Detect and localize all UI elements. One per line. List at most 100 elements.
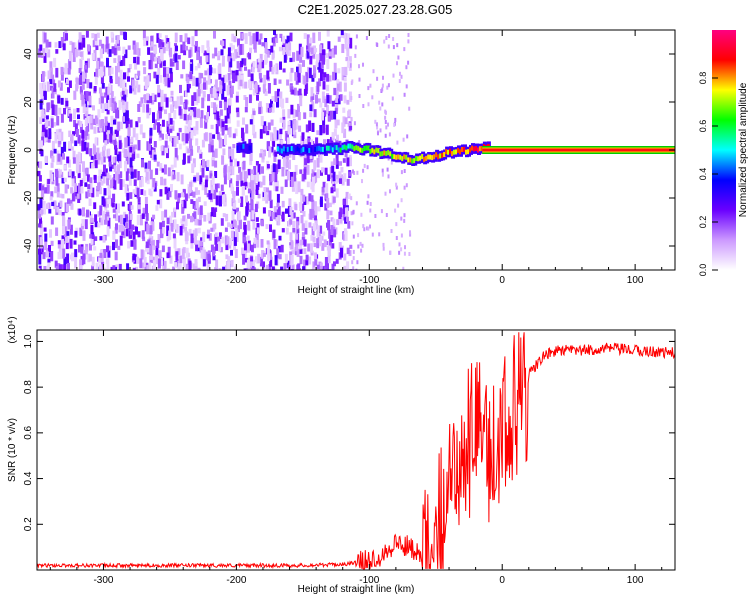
heatmap-noise-cell [98, 257, 102, 264]
heatmap-noise-cell [52, 79, 56, 85]
heatmap-noise-cell [362, 62, 364, 67]
heatmap-noise-cell [60, 171, 64, 178]
heatmap-noise-cell [40, 228, 43, 238]
heatmap-noise-cell [271, 133, 275, 144]
heatmap-noise-cell [301, 173, 305, 182]
heatmap-signal-cell [300, 148, 304, 154]
heatmap-noise-cell [93, 49, 97, 61]
heatmap-noise-cell [59, 200, 63, 208]
heatmap-noise-cell [302, 194, 306, 202]
heatmap-noise-cell [190, 199, 194, 204]
heatmap-noise-cell [377, 131, 379, 136]
heatmap-noise-cell [214, 232, 218, 237]
heatmap-noise-cell [318, 31, 321, 41]
heatmap-noise-cell [365, 36, 368, 40]
heatmap-noise-cell [346, 247, 350, 255]
heatmap-signal-cell [383, 150, 387, 156]
heatmap-noise-cell [381, 83, 384, 88]
x-tick-label: -100 [359, 575, 379, 586]
heatmap-signal-cell [423, 156, 427, 162]
heatmap-noise-cell [341, 70, 345, 81]
heatmap-noise-cell [306, 181, 310, 188]
heatmap-noise-cell [81, 219, 85, 226]
heatmap-noise-cell [50, 150, 54, 159]
heatmap-signal-cell [475, 146, 478, 151]
heatmap-noise-cell [38, 175, 42, 182]
heatmap-noise-cell [335, 99, 339, 111]
heatmap-noise-cell [114, 147, 118, 156]
heatmap-noise-cell [207, 94, 211, 102]
heatmap-noise-cell [214, 79, 218, 88]
heatmap-noise-cell [351, 79, 354, 84]
heatmap-signal-cell [327, 145, 331, 151]
heatmap-signal-cell [357, 146, 361, 152]
heatmap-noise-cell [269, 174, 273, 183]
heatmap-noise-cell [328, 75, 332, 82]
heatmap-noise-cell [405, 183, 408, 188]
heatmap-noise-cell [156, 33, 160, 43]
heatmap-noise-cell [271, 266, 275, 270]
heatmap-noise-cell [185, 133, 189, 144]
heatmap-noise-cell [151, 93, 155, 101]
spectrogram-x-label: Height of straight line (km) [298, 285, 415, 296]
heatmap-noise-cell [123, 218, 127, 227]
heatmap-noise-cell [344, 66, 348, 76]
heatmap-noise-cell [78, 164, 81, 173]
heatmap-noise-cell [299, 255, 303, 265]
heatmap-signal-cell [373, 149, 377, 155]
heatmap-noise-cell [122, 80, 126, 89]
heatmap-noise-cell [206, 159, 210, 168]
heatmap-noise-cell [333, 261, 336, 267]
heatmap-noise-cell [263, 74, 267, 86]
heatmap-noise-cell [149, 225, 153, 235]
heatmap-noise-cell [190, 215, 193, 223]
heatmap-noise-cell [94, 236, 98, 241]
heatmap-noise-cell [233, 158, 237, 167]
heatmap-noise-cell [217, 117, 221, 127]
heatmap-noise-cell [67, 198, 70, 204]
heatmap-noise-cell [345, 208, 348, 217]
heatmap-signal-cell [240, 145, 244, 151]
heatmap-noise-cell [299, 248, 303, 254]
heatmap-noise-cell [62, 215, 65, 226]
heatmap-noise-cell [105, 36, 109, 46]
heatmap-noise-cell [236, 91, 239, 97]
heatmap-noise-cell [237, 72, 241, 80]
heatmap-noise-cell [199, 246, 203, 253]
heatmap-noise-cell [330, 217, 334, 222]
heatmap-noise-cell [84, 182, 88, 187]
heatmap-noise-cell [344, 230, 348, 242]
heatmap-noise-cell [308, 43, 312, 53]
heatmap-noise-cell [346, 60, 350, 68]
heatmap-noise-cell [130, 171, 134, 179]
heatmap-noise-cell [166, 38, 170, 45]
heatmap-noise-cell [130, 240, 134, 247]
spectrogram-x-ticks: -300 -200 -100 0 100 [49, 30, 663, 286]
heatmap-noise-cell [160, 89, 164, 97]
heatmap-noise-cell [326, 84, 330, 92]
heatmap-noise-cell [76, 193, 80, 199]
heatmap-noise-cell [115, 73, 119, 85]
heatmap-noise-cell [156, 113, 160, 121]
heatmap-noise-cell [269, 62, 273, 67]
heatmap-noise-cell [200, 110, 204, 119]
heatmap-noise-cell [142, 103, 146, 113]
heatmap-noise-cell [384, 191, 387, 196]
heatmap-noise-cell [273, 154, 277, 162]
heatmap-noise-cell [337, 68, 341, 74]
heatmap-noise-cell [367, 86, 370, 91]
heatmap-noise-cell [323, 265, 327, 270]
heatmap-noise-cell [264, 42, 268, 53]
heatmap-signal-cell [437, 154, 441, 160]
heatmap-noise-cell [189, 71, 193, 80]
heatmap-noise-cell [69, 40, 73, 45]
heatmap-noise-cell [217, 65, 221, 75]
heatmap-noise-cell [111, 202, 115, 208]
heatmap-noise-cell [297, 73, 301, 83]
heatmap-noise-cell [66, 78, 69, 84]
heatmap-signal-cell [401, 156, 405, 162]
heatmap-noise-cell [328, 202, 332, 208]
heatmap-noise-cell [73, 190, 77, 200]
heatmap-noise-cell [104, 124, 108, 133]
heatmap-noise-cell [387, 44, 390, 49]
